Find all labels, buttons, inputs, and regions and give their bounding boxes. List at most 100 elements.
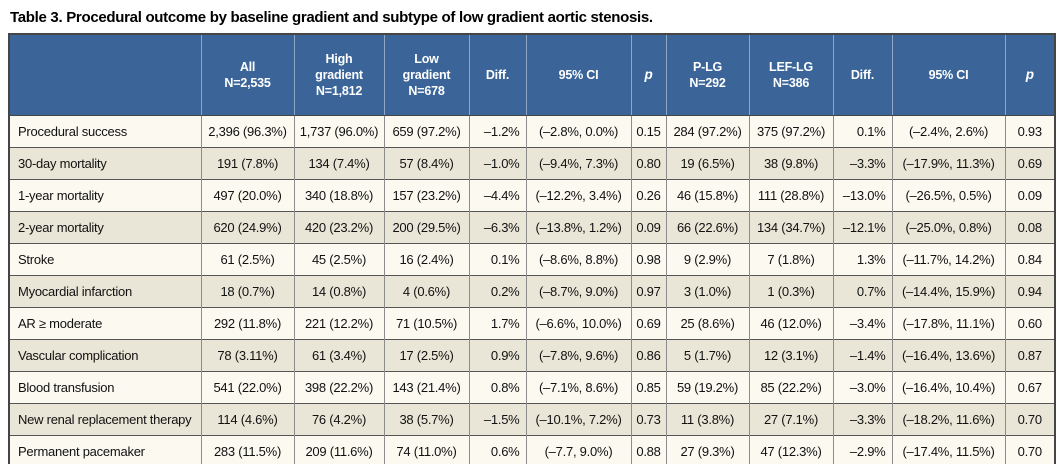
table-row: New renal replacement therapy 114 (4.6%) 7…	[9, 403, 1055, 436]
table-row: Blood transfusion 541 (22.0%) 398 (22.2%) 1…	[9, 371, 1055, 404]
cell: 0.9%	[468, 339, 526, 372]
cell: 0.09	[630, 211, 666, 244]
cell: (–9.4%, 7.3%)	[525, 147, 631, 180]
cell: 0.6%	[468, 435, 526, 464]
cell: 0.69	[630, 307, 666, 340]
cell: 27 (9.3%)	[665, 435, 749, 464]
cell: 114 (4.6%)	[200, 403, 294, 436]
cell: (–8.7%, 9.0%)	[525, 275, 631, 308]
cell: 0.85	[630, 371, 666, 404]
cell: 0.73	[630, 403, 666, 436]
cell: 0.70	[1004, 403, 1055, 436]
column-header-5: 95% CI	[525, 34, 631, 116]
cell: (–17.4%, 11.5%)	[891, 435, 1005, 464]
cell: 3 (1.0%)	[665, 275, 749, 308]
cell: 283 (11.5%)	[200, 435, 294, 464]
column-header-2: High gradient N=1,812	[293, 34, 384, 116]
row-label: Vascular complication	[9, 339, 201, 372]
cell: (–26.5%, 0.5%)	[891, 179, 1005, 212]
table-header: All N=2,535 High gradient N=1,812 Low grad…	[9, 34, 1055, 116]
cell: 57 (8.4%)	[383, 147, 469, 180]
row-label: Stroke	[9, 243, 201, 276]
cell: 134 (34.7%)	[748, 211, 833, 244]
table-row: Permanent pacemaker 283 (11.5%) 209 (11.6%…	[9, 435, 1055, 464]
cell: (–18.2%, 11.6%)	[891, 403, 1005, 436]
column-header-8: LEF-LG N=386	[748, 34, 833, 116]
cell: 9 (2.9%)	[665, 243, 749, 276]
row-label: 2-year mortality	[9, 211, 201, 244]
cell: (–16.4%, 13.6%)	[891, 339, 1005, 372]
cell: 2,396 (96.3%)	[200, 115, 294, 148]
row-label: 30-day mortality	[9, 147, 201, 180]
cell: 134 (7.4%)	[293, 147, 384, 180]
cell: 0.2%	[468, 275, 526, 308]
cell: 46 (15.8%)	[665, 179, 749, 212]
cell: –6.3%	[468, 211, 526, 244]
cell: 0.60	[1004, 307, 1055, 340]
cell: 398 (22.2%)	[293, 371, 384, 404]
cell: 0.98	[630, 243, 666, 276]
cell: (–16.4%, 10.4%)	[891, 371, 1005, 404]
cell: 27 (7.1%)	[748, 403, 833, 436]
cell: 17 (2.5%)	[383, 339, 469, 372]
table-row: 1-year mortality 497 (20.0%) 340 (18.8%) 15…	[9, 179, 1055, 212]
cell: 1.3%	[832, 243, 892, 276]
cell: 0.1%	[832, 115, 892, 148]
cell: 0.08	[1004, 211, 1055, 244]
column-header-11: p	[1004, 34, 1055, 116]
cell: 11 (3.8%)	[665, 403, 749, 436]
outcomes-table: All N=2,535 High gradient N=1,812 Low grad…	[8, 33, 1056, 464]
cell: 497 (20.0%)	[200, 179, 294, 212]
cell: 0.09	[1004, 179, 1055, 212]
cell: 18 (0.7%)	[200, 275, 294, 308]
cell: 340 (18.8%)	[293, 179, 384, 212]
cell: –3.0%	[832, 371, 892, 404]
cell: 191 (7.8%)	[200, 147, 294, 180]
cell: 541 (22.0%)	[200, 371, 294, 404]
row-label: Blood transfusion	[9, 371, 201, 404]
cell: 76 (4.2%)	[293, 403, 384, 436]
row-label: Myocardial infarction	[9, 275, 201, 308]
cell: (–10.1%, 7.2%)	[525, 403, 631, 436]
table-row: 2-year mortality 620 (24.9%) 420 (23.2%) 20…	[9, 211, 1055, 244]
table-title: Table 3. Procedural outcome by baseline …	[10, 9, 653, 26]
cell: (–14.4%, 15.9%)	[891, 275, 1005, 308]
cell: 66 (22.6%)	[665, 211, 749, 244]
cell: 47 (12.3%)	[748, 435, 833, 464]
column-header-10: 95% CI	[891, 34, 1005, 116]
cell: 71 (10.5%)	[383, 307, 469, 340]
cell: 0.15	[630, 115, 666, 148]
cell: 0.70	[1004, 435, 1055, 464]
cell: 0.88	[630, 435, 666, 464]
cell: 19 (6.5%)	[665, 147, 749, 180]
cell: 0.26	[630, 179, 666, 212]
cell: 59 (19.2%)	[665, 371, 749, 404]
column-header-9: Diff.	[832, 34, 892, 116]
cell: 85 (22.2%)	[748, 371, 833, 404]
cell: –1.2%	[468, 115, 526, 148]
table-row: 30-day mortality 191 (7.8%) 134 (7.4%) 57 (…	[9, 147, 1055, 180]
cell: 0.86	[630, 339, 666, 372]
cell: 200 (29.5%)	[383, 211, 469, 244]
cell: 375 (97.2%)	[748, 115, 833, 148]
table-row: Vascular complication 78 (3.11%) 61 (3.4%)…	[9, 339, 1055, 372]
cell: 45 (2.5%)	[293, 243, 384, 276]
column-header-6: p	[630, 34, 666, 116]
cell: 14 (0.8%)	[293, 275, 384, 308]
cell: –1.0%	[468, 147, 526, 180]
cell: 0.80	[630, 147, 666, 180]
cell: 1,737 (96.0%)	[293, 115, 384, 148]
cell: 61 (3.4%)	[293, 339, 384, 372]
cell: 74 (11.0%)	[383, 435, 469, 464]
table-row: Myocardial infarction 18 (0.7%) 14 (0.8%) 4…	[9, 275, 1055, 308]
cell: –2.9%	[832, 435, 892, 464]
column-header-3: Low gradient N=678	[383, 34, 469, 116]
cell: (–7.1%, 8.6%)	[525, 371, 631, 404]
cell: 0.69	[1004, 147, 1055, 180]
row-label: Procedural success	[9, 115, 201, 148]
cell: 0.97	[630, 275, 666, 308]
column-header-7: P-LG N=292	[665, 34, 749, 116]
column-header-4: Diff.	[468, 34, 526, 116]
cell: –4.4%	[468, 179, 526, 212]
cell: (–11.7%, 14.2%)	[891, 243, 1005, 276]
